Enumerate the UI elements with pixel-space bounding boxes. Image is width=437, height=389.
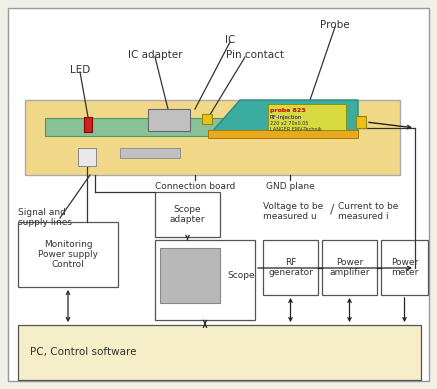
Text: 220 x2 70x0.05: 220 x2 70x0.05	[270, 121, 309, 126]
Text: Scope: Scope	[227, 270, 255, 280]
Text: Pin contact: Pin contact	[226, 50, 284, 60]
Bar	[263, 240, 318, 295]
Text: Probe: Probe	[320, 20, 350, 30]
Bar	[148, 109, 190, 131]
Text: Voltage to be
measured u: Voltage to be measured u	[263, 202, 323, 221]
Text: LANGER EMV-Technik: LANGER EMV-Technik	[270, 127, 322, 132]
Text: Power
amplifier: Power amplifier	[329, 258, 370, 277]
Bar	[268, 104, 346, 130]
Bar	[18, 222, 118, 287]
Bar	[45, 118, 340, 136]
Bar	[120, 148, 180, 158]
Bar	[322, 240, 377, 295]
Text: IC: IC	[225, 35, 235, 45]
Bar	[155, 240, 255, 320]
Text: Power
meter: Power meter	[391, 258, 418, 277]
Text: RF
generator: RF generator	[268, 258, 313, 277]
Polygon shape	[210, 100, 358, 134]
Bar	[202, 114, 212, 124]
Bar	[160, 248, 220, 303]
Text: IC adapter: IC adapter	[128, 50, 182, 60]
Text: GND plane: GND plane	[266, 182, 314, 191]
Bar	[381, 240, 428, 295]
Text: Signal and
supply lines: Signal and supply lines	[18, 208, 72, 228]
Text: Connection board: Connection board	[155, 182, 235, 191]
Bar	[208, 130, 358, 138]
Bar	[84, 117, 92, 132]
Text: LED: LED	[70, 65, 90, 75]
Text: Monitoring
Power supply
Control: Monitoring Power supply Control	[38, 240, 98, 270]
Text: probe 823: probe 823	[270, 108, 305, 113]
Bar	[78, 148, 96, 166]
Bar	[356, 116, 366, 128]
Bar	[155, 192, 220, 237]
Text: PC, Control software: PC, Control software	[30, 347, 136, 357]
Text: Scope
adapter: Scope adapter	[170, 205, 205, 224]
Bar	[18, 325, 421, 380]
Bar	[25, 100, 400, 175]
Text: /: /	[330, 202, 334, 215]
Text: RF-Injection: RF-Injection	[270, 115, 302, 120]
Text: Current to be
measured i: Current to be measured i	[338, 202, 399, 221]
